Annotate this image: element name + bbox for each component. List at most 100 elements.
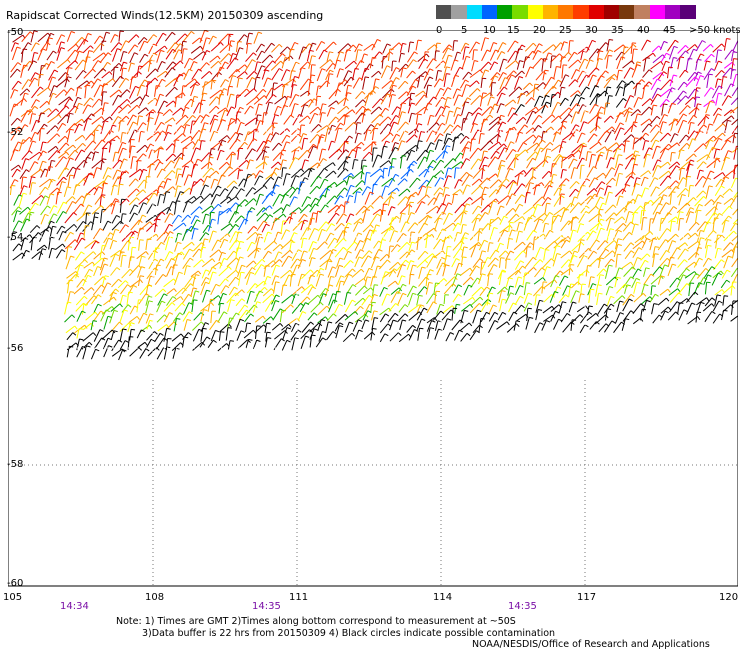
wind-barb bbox=[408, 128, 417, 136]
wind-barb bbox=[659, 98, 667, 108]
wind-barb bbox=[478, 273, 483, 285]
wind-barb-tick bbox=[109, 116, 113, 121]
wind-barb bbox=[290, 103, 296, 117]
wind-barb bbox=[66, 280, 70, 294]
wind-barb-tick bbox=[466, 158, 471, 161]
wind-barb bbox=[138, 293, 147, 305]
wind-barb-tick bbox=[135, 178, 139, 182]
wind-barb bbox=[109, 89, 120, 98]
wind-barb bbox=[226, 93, 232, 108]
wind-barb bbox=[641, 123, 650, 133]
wind-barb bbox=[414, 201, 423, 214]
wind-barb bbox=[721, 285, 733, 295]
wind-barb-tick bbox=[258, 103, 263, 106]
wind-barb-tick bbox=[162, 288, 167, 293]
wind-barb bbox=[192, 139, 199, 150]
wind-barb-tick bbox=[383, 145, 388, 148]
wind-barb-tick bbox=[498, 179, 502, 183]
wind-barb bbox=[282, 141, 287, 151]
wind-barb bbox=[640, 231, 651, 241]
wind-barb-tick bbox=[209, 193, 214, 197]
wind-barb bbox=[39, 195, 46, 206]
wind-barb bbox=[289, 187, 298, 199]
wind-barb bbox=[291, 264, 298, 278]
wind-barb-tick bbox=[50, 193, 55, 196]
wind-barb bbox=[487, 257, 496, 268]
wind-barb bbox=[174, 200, 177, 215]
wind-barb bbox=[190, 45, 201, 54]
wind-barb bbox=[370, 276, 374, 287]
wind-barb-tick bbox=[697, 71, 702, 75]
wind-barb-tick bbox=[95, 240, 100, 244]
wind-barb-tick bbox=[315, 197, 320, 201]
wind-barb-tick bbox=[127, 304, 132, 308]
wind-barb bbox=[291, 293, 296, 305]
wind-barb bbox=[525, 142, 538, 152]
wind-barb-tick bbox=[320, 267, 325, 271]
wind-barb-tick bbox=[367, 255, 372, 259]
wind-barb-tick bbox=[404, 304, 409, 308]
wind-barb-tick bbox=[418, 140, 423, 142]
wind-barb-tick bbox=[402, 42, 407, 45]
wind-barb bbox=[443, 255, 447, 268]
wind-barb-tick bbox=[631, 60, 635, 65]
wind-barb-tick bbox=[265, 69, 270, 72]
wind-barb bbox=[605, 212, 615, 222]
wind-barb bbox=[346, 149, 353, 160]
wind-barb-tick bbox=[429, 269, 434, 272]
wind-barb bbox=[136, 84, 142, 97]
wind-barb bbox=[76, 39, 86, 52]
wind-barb bbox=[679, 232, 689, 241]
wind-barb bbox=[549, 94, 553, 108]
wind-barb bbox=[622, 83, 626, 97]
wind-barb-tick bbox=[657, 164, 662, 168]
wind-barb bbox=[587, 74, 594, 87]
wind-barb-tick bbox=[377, 265, 382, 268]
wind-barb bbox=[666, 87, 673, 99]
wind-barb-tick bbox=[362, 99, 367, 103]
wind-barb bbox=[578, 58, 585, 70]
wind-barb bbox=[425, 150, 431, 162]
wind-barb bbox=[190, 147, 197, 161]
wind-barb bbox=[588, 289, 591, 304]
wind-barb bbox=[408, 311, 420, 321]
wind-barb bbox=[334, 246, 344, 258]
wind-barb bbox=[669, 292, 680, 303]
wind-barb-tick bbox=[269, 54, 274, 59]
wind-barb-tick bbox=[80, 232, 85, 235]
wind-barb bbox=[433, 250, 444, 259]
wind-barb bbox=[127, 44, 136, 54]
wind-barb-tick bbox=[54, 125, 59, 129]
wind-barb-tick bbox=[601, 181, 606, 185]
wind-barb-tick bbox=[573, 158, 578, 162]
wind-barb-tick bbox=[426, 53, 430, 58]
wind-barb bbox=[109, 254, 116, 267]
wind-barb bbox=[606, 95, 610, 108]
wind-barb-tick bbox=[486, 286, 491, 290]
wind-barb-tick bbox=[150, 59, 155, 62]
wind-barb bbox=[615, 173, 620, 187]
wind-barb bbox=[631, 150, 636, 161]
wind-barb bbox=[219, 88, 225, 98]
wind-barb-tick bbox=[728, 215, 733, 219]
wind-barb bbox=[668, 216, 677, 223]
wind-barb bbox=[208, 170, 217, 178]
wind-barb-tick bbox=[721, 43, 725, 48]
wind-barb bbox=[148, 258, 155, 270]
wind-barb-tick bbox=[548, 185, 553, 188]
wind-barb-tick bbox=[730, 67, 734, 72]
wind-barb bbox=[589, 93, 599, 106]
wind-barb bbox=[57, 135, 66, 144]
wind-barb-tick bbox=[678, 292, 683, 296]
wind-barb-tick bbox=[116, 267, 121, 271]
wind-barb bbox=[387, 48, 391, 61]
wind-barb-tick bbox=[52, 50, 57, 54]
wind-barb bbox=[585, 265, 588, 277]
wind-barb bbox=[685, 164, 690, 178]
wind-barb-tick bbox=[654, 177, 659, 180]
wind-barb bbox=[101, 148, 104, 160]
wind-barb bbox=[577, 231, 589, 243]
wind-barb bbox=[669, 74, 674, 87]
wind-barb-tick bbox=[427, 84, 432, 87]
wind-barb bbox=[667, 257, 672, 268]
